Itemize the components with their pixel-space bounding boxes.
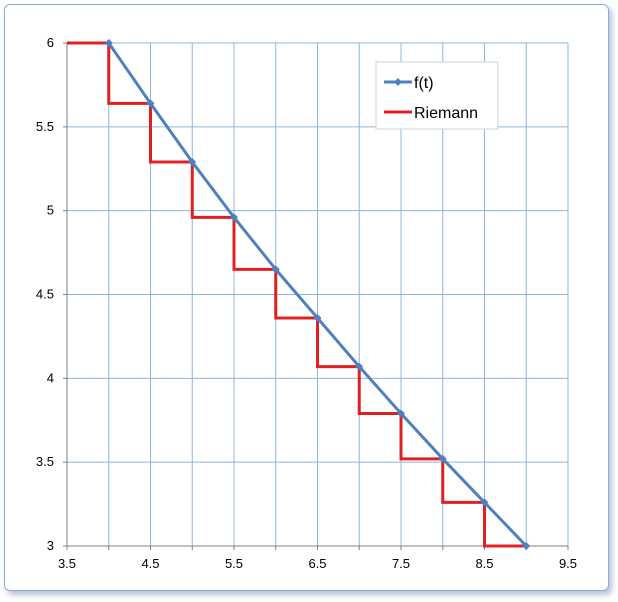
x-tick-label: 5.5 bbox=[225, 556, 243, 571]
data-point-marker bbox=[397, 409, 405, 418]
x-tick-label: 8.5 bbox=[475, 556, 493, 571]
chart-frame bbox=[4, 4, 609, 591]
x-tick-label: 7.5 bbox=[392, 556, 410, 571]
data-point-marker bbox=[313, 313, 322, 322]
data-point-marker bbox=[522, 542, 531, 550]
x-tick-label: 9.5 bbox=[559, 556, 577, 571]
x-tick-label: 4.5 bbox=[141, 556, 159, 571]
y-tick-label: 5 bbox=[47, 203, 54, 218]
y-tick-label: 4 bbox=[47, 370, 54, 385]
x-tick-label: 3.5 bbox=[58, 556, 76, 571]
y-tick-label: 3.5 bbox=[36, 454, 54, 469]
data-point-marker bbox=[146, 99, 155, 108]
data-point-marker bbox=[438, 454, 447, 463]
data-point-marker bbox=[188, 158, 197, 167]
data-point-marker bbox=[104, 39, 113, 47]
tick-labels: 3.5 4.5 5.5 6.5 7.5 8.5 9.5 3 3.5 4 4.5 5 5.5 6 bbox=[36, 35, 577, 571]
series-group bbox=[67, 39, 531, 550]
y-tick-label: 4.5 bbox=[36, 287, 54, 302]
data-point-marker bbox=[230, 213, 238, 222]
series-line-riemann bbox=[67, 41, 527, 548]
legend-label-f: f(t) bbox=[414, 75, 434, 92]
y-tick-label: 5.5 bbox=[36, 119, 54, 134]
legend-box bbox=[375, 61, 499, 130]
legend-label-riemann: Riemann bbox=[414, 105, 478, 122]
data-point-marker bbox=[271, 265, 280, 274]
data-point-marker bbox=[355, 362, 364, 371]
legend: f(t) Riemann bbox=[375, 61, 499, 130]
data-point-marker bbox=[480, 498, 489, 507]
x-tick-label: 6.5 bbox=[308, 556, 326, 571]
y-tick-label: 3 bbox=[47, 538, 54, 553]
legend-marker-f bbox=[394, 78, 402, 86]
y-tick-label: 6 bbox=[47, 35, 54, 50]
